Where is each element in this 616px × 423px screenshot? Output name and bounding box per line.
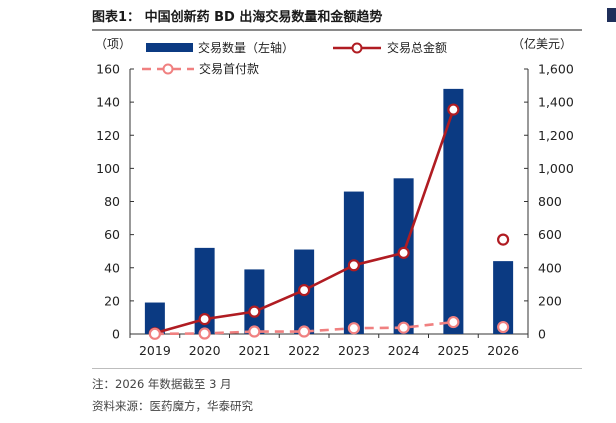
figure-source: 资料来源：医药魔方，华泰研究 <box>92 399 253 413</box>
right-tick-label: 200 <box>538 293 562 308</box>
right-tick-label: 1,600 <box>538 62 574 77</box>
bar-series <box>144 88 514 334</box>
line-point-total-2023 <box>347 259 360 272</box>
x-tick-label: 2021 <box>238 343 270 358</box>
next-column-marker <box>607 8 616 22</box>
x-tick-label: 2024 <box>388 343 420 358</box>
x-tick-label: 2022 <box>288 343 320 358</box>
x-tick-label: 2026 <box>487 343 519 358</box>
bar-2021 <box>244 269 265 334</box>
right-tick-label: 1,200 <box>538 128 574 143</box>
bar-2025 <box>443 88 464 334</box>
left-tick-label: 80 <box>104 194 120 209</box>
legend-swatch-total-marker <box>351 42 363 54</box>
legend-label-upfront: 交易首付款 <box>199 61 259 76</box>
line-point-upfront-2022 <box>298 325 311 338</box>
legend-label-total: 交易总金额 <box>387 40 447 55</box>
footer-divider <box>92 368 582 369</box>
right-tick-label: 1,400 <box>538 95 574 110</box>
left-tick-label: 20 <box>104 293 120 308</box>
right-tick-label: 1,000 <box>538 161 574 176</box>
line-point-upfront-2021 <box>248 325 261 338</box>
line-point-upfront-2019 <box>148 327 161 340</box>
line-series <box>148 103 510 340</box>
x-tick-label: 2023 <box>338 343 370 358</box>
line-point-upfront-2026 <box>497 320 510 334</box>
line-point-total-2024 <box>397 246 410 259</box>
left-tick-label: 140 <box>96 95 120 110</box>
left-axis-unit: （项） <box>95 37 131 51</box>
line-point-upfront-2023 <box>347 322 360 335</box>
left-tick-label: 120 <box>96 128 120 143</box>
right-axis-unit: （亿美元） <box>512 36 572 51</box>
legend-swatch-bar <box>146 43 193 52</box>
right-tick-label: 0 <box>538 327 546 342</box>
line-point-upfront-2020 <box>198 327 211 340</box>
left-tick-label: 160 <box>96 62 120 77</box>
left-tick-label: 40 <box>104 260 120 275</box>
figure-note: 注：2026 年数据截至 3 月 <box>92 377 232 391</box>
x-tick-label: 2019 <box>139 343 171 358</box>
left-tick-label: 100 <box>96 161 120 176</box>
line-point-total-2021 <box>248 305 261 318</box>
bar-2026 <box>493 261 514 334</box>
line-point-upfront-2025 <box>447 315 460 329</box>
right-tick-label: 800 <box>538 194 562 209</box>
line-point-total-2020 <box>198 312 211 326</box>
figure-title: 图表1： 中国创新药 BD 出海交易数量和金额趋势 <box>92 10 383 25</box>
line-point-total-2022 <box>298 284 311 297</box>
left-tick-label: 0 <box>112 327 120 342</box>
bar-2020 <box>194 247 215 334</box>
bar-2019 <box>144 302 165 334</box>
x-tick-label: 2020 <box>189 343 221 358</box>
x-tick-label: 2025 <box>437 343 469 358</box>
line-point-total-2026 <box>497 233 510 246</box>
legend-swatch-upfront-marker <box>162 63 174 75</box>
title-divider <box>92 29 582 31</box>
right-tick-label: 400 <box>538 260 562 275</box>
right-tick-label: 600 <box>538 227 562 242</box>
left-tick-label: 60 <box>104 227 120 242</box>
chart-axes: 0 20 40 60 80 100 120 140 160 0 200 400 600 800 1,000 1… <box>95 36 574 358</box>
line-point-upfront-2024 <box>397 321 410 334</box>
legend-label-bar: 交易数量（左轴） <box>198 40 294 55</box>
line-point-total-2025 <box>447 103 460 116</box>
page-edge <box>606 0 616 423</box>
